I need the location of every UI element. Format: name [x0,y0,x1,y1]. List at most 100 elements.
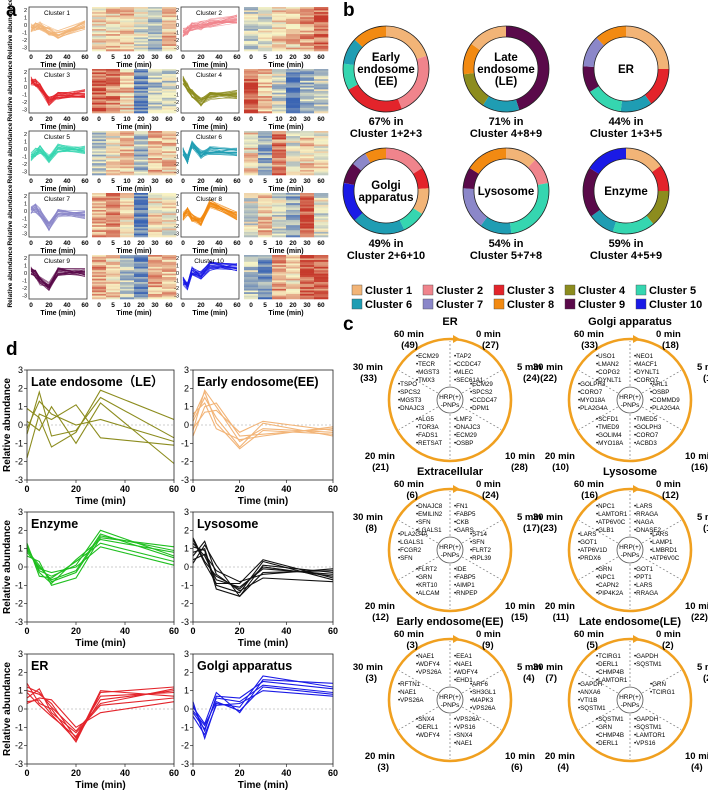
heat-cell [244,25,259,28]
heat-cell [92,278,107,281]
heat-cell [148,91,163,93]
heat-cell [258,79,273,82]
heat-cell [134,216,149,219]
x-tick-label: 40 [63,178,71,185]
wheel-center-label: -PNPs [621,402,641,409]
heat-cell [300,163,315,166]
heat-cell [258,261,273,264]
heat-x-tick: 20 [289,54,297,61]
heat-cell [106,288,121,291]
heat-x-tick: 20 [289,178,297,185]
heat-cell [314,23,329,26]
heat-cell [258,106,273,109]
heat-cell [148,32,163,35]
gene-name: •FLRT2 [470,547,492,554]
heat-cell [286,70,301,73]
gene-name: •NPC1 [596,574,615,581]
heat-cell [314,282,329,285]
heat-cell [148,7,163,9]
sector-divider [398,370,439,394]
heat-cell [314,218,329,221]
legend-label: Cluster 7 [436,299,483,311]
heat-cell [286,34,301,37]
heat-cell [314,72,329,75]
donut-inner-edge [473,36,539,102]
gene-name: •LAMP1 [650,539,673,546]
heat-cell [162,235,177,238]
heat-x-tick: 5 [111,178,115,185]
heat-cell [162,82,177,85]
heat-cell [162,111,177,114]
y-tick-label: 2 [18,667,23,677]
heat-cell [244,40,259,43]
legend-label: Cluster 9 [578,299,625,311]
heat-cell [258,221,273,224]
heat-cell [258,270,273,273]
heat-cell [244,8,259,11]
heat-cell [120,265,135,268]
sector-divider [578,556,619,580]
heat-cell [244,206,259,209]
heat-cell [286,102,301,105]
y-tick-label: -2 [15,457,23,467]
cluster-label: Cluster 3 [44,72,70,79]
heat-x-tick: 5 [263,54,267,61]
x-tick-label: 0 [181,302,185,309]
y-tick-label: 0 [24,271,27,277]
heat-cell [162,147,177,150]
gene-name: •MGST3 [416,369,440,376]
wheel-title: Late endosome(LE) [579,616,681,628]
donut-slice [397,55,429,109]
wheel-center-label: HRP(+) [619,544,641,551]
heat-cell [92,22,107,25]
wheel-ring [567,337,693,463]
heat-x-tick: 5 [111,240,115,247]
heat-cell [120,147,135,150]
heat-cell [244,198,259,201]
gene-name: •GRN [416,574,432,581]
cluster-label: Cluster 2 [196,10,222,17]
series-line [26,690,175,742]
heat-cell [148,99,163,102]
sector-divider [578,406,619,430]
wheel-center-circle [616,686,644,714]
heat-cell [272,79,287,82]
heat-cell [148,203,163,206]
heat-cell [244,97,259,100]
series-line [192,686,334,727]
heat-cell [148,139,163,142]
y-tick-label: -2 [174,162,179,168]
chart-title: Enzyme [31,517,78,531]
heat-cell [148,199,163,202]
donut-slice [463,43,481,75]
heat-cell [134,139,149,142]
heat-cell [286,226,301,229]
heat-cell [272,70,287,73]
heat-cell [148,131,163,133]
heat-cell [258,166,273,169]
heat-cell [162,25,177,28]
gene-name: •ARF6 [470,681,489,688]
gene-name: •DYNLT1 [634,369,660,376]
time-label: 30 min [533,662,563,673]
heat-cell [134,10,149,13]
heat-cell [300,282,315,285]
heat-cell [134,47,149,50]
y-axis-label: Relative abundance [2,520,13,614]
time-label: 30 min [533,362,563,373]
heat-cell [162,290,177,293]
heat-cell [314,131,329,133]
heat-cell [286,20,301,23]
heat-cell [92,161,107,164]
x-tick-label: 0 [29,178,33,185]
x-tick-label: 60 [81,178,89,185]
gene-name: •ECM29 [470,381,493,388]
y-tick-label: -2 [181,741,189,751]
heat-cell [314,80,329,83]
x-tick-label: 20 [45,116,53,123]
legend-swatch [564,284,576,296]
heat-cell [314,231,329,234]
sector-divider [641,670,682,694]
